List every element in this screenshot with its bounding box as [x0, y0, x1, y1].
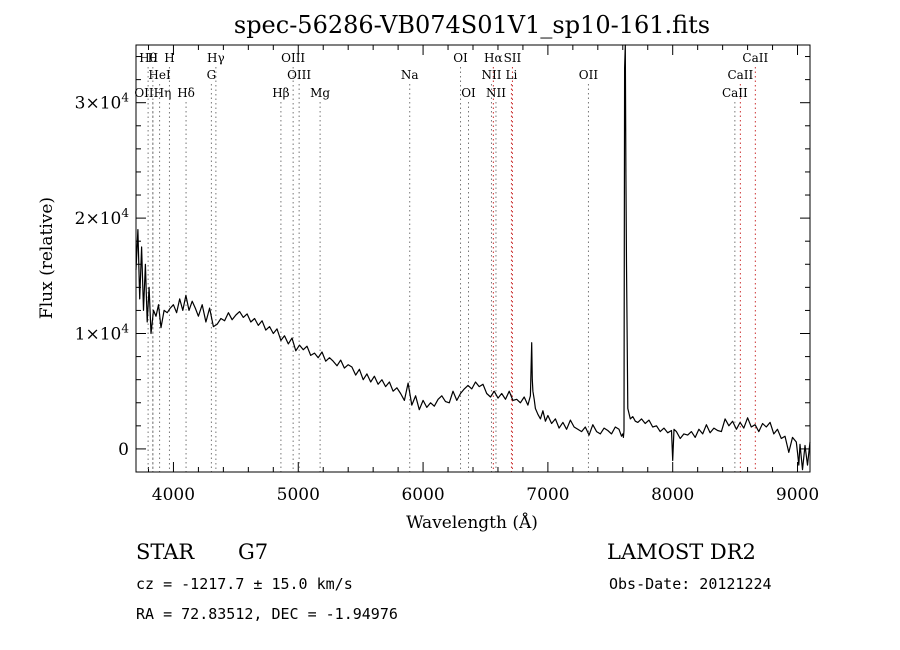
x-tick-label: 8000	[651, 485, 694, 505]
line-marker-label: OIIHη	[134, 86, 171, 100]
line-marker-label: Mg	[310, 86, 330, 100]
line-marker-label: Na	[401, 68, 419, 82]
survey-name: LAMOST DR2	[607, 540, 756, 564]
plot-axes: 4000 5000 6000 7000 8000 9000 0 1×104 2×104 3×104	[75, 45, 819, 505]
line-marker-label: NII	[481, 68, 501, 82]
x-tick-label: 7000	[526, 485, 569, 505]
line-marker-label: G	[207, 68, 217, 82]
object-subclass: G7	[238, 540, 269, 564]
line-marker-label: OII	[579, 68, 599, 82]
redshift-velocity: cz = -1217.7 ± 15.0 km/s	[136, 575, 353, 593]
line-marker-label: Hβ	[272, 86, 289, 100]
y-tick-label: 0	[118, 440, 129, 460]
y-tick-label: 3×104	[75, 91, 130, 114]
line-marker-label: Hα	[484, 51, 503, 65]
x-tick-label: 4000	[152, 485, 195, 505]
line-marker-label: NII	[486, 86, 506, 100]
line-marker-label: Hδ	[177, 86, 195, 100]
line-marker-label: H	[148, 51, 158, 65]
line-marker-label: H	[164, 51, 174, 65]
line-marker-label: HeI	[148, 68, 171, 82]
y-tick-label: 1×104	[75, 322, 130, 345]
x-tick-label: 6000	[401, 485, 444, 505]
plot-frame	[135, 44, 811, 473]
y-axis-label: Flux (relative)	[37, 197, 57, 319]
line-marker-label: OI	[453, 51, 468, 65]
line-marker-label: Hθ	[139, 51, 157, 65]
line-marker-label: CaII	[722, 86, 748, 100]
line-marker-label: SII	[504, 51, 522, 65]
line-marker-label: OI	[461, 86, 476, 100]
line-marker-label: CaII	[742, 51, 768, 65]
line-marker-label: CaII	[727, 68, 753, 82]
line-marker-label: Li	[506, 68, 518, 82]
spectrum-series-line	[135, 44, 811, 471]
sky-coordinates: RA = 72.83512, DEC = -1.94976	[136, 605, 398, 623]
x-axis-label: Wavelength (Å)	[406, 512, 538, 533]
y-tick-label: 2×104	[75, 206, 130, 229]
x-tick-label: 5000	[277, 485, 320, 505]
x-tick-label: 9000	[776, 485, 819, 505]
object-class: STAR	[136, 540, 195, 564]
observation-date: Obs-Date: 20121224	[609, 575, 772, 593]
chart-title: spec-56286-VB074S01V1_sp10-161.fits	[234, 11, 710, 39]
line-marker-label: OIII	[281, 51, 305, 65]
line-marker-label: OIII	[287, 68, 311, 82]
line-marker-label: Hγ	[207, 51, 225, 65]
